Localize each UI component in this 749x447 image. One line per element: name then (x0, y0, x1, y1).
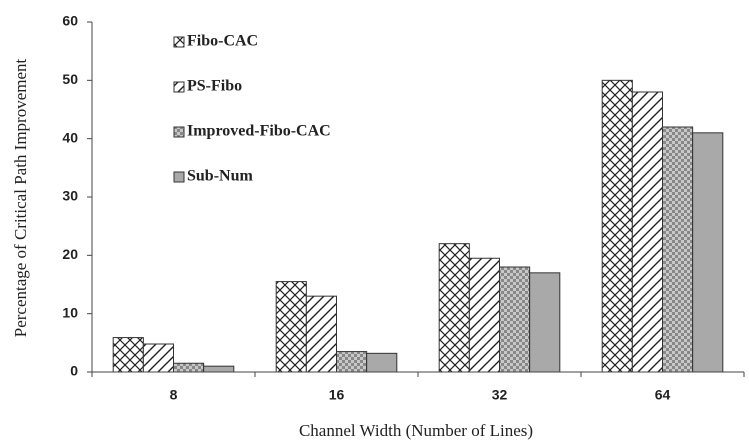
x-tick-label: 16 (329, 387, 345, 403)
bar (203, 365, 235, 373)
bar (662, 126, 694, 373)
bar (275, 281, 307, 373)
bar (366, 352, 398, 373)
x-axis-label: Channel Width (Number of Lines) (299, 421, 533, 440)
bar (529, 272, 561, 373)
bar (142, 343, 175, 373)
legend-label: PS-Fibo (187, 78, 242, 95)
y-tick-label: 50 (62, 71, 78, 87)
y-tick-label: 20 (62, 246, 78, 262)
bar (601, 79, 633, 373)
x-tick-label: 64 (655, 387, 671, 403)
legend-label: Improved-Fibo-CAC (187, 123, 331, 140)
legend-swatch (173, 126, 185, 138)
bar (499, 266, 531, 373)
legend-swatch (173, 36, 185, 48)
legend-swatch (173, 81, 185, 93)
y-tick-label: 40 (62, 129, 78, 145)
bar (305, 295, 338, 373)
bar (336, 351, 368, 373)
bar (112, 337, 144, 373)
y-tick-label: 0 (70, 363, 78, 379)
bar (438, 243, 470, 373)
y-tick-label: 30 (62, 188, 78, 204)
x-tick-label: 32 (492, 387, 508, 403)
x-tick-label: 8 (170, 387, 178, 403)
bar (692, 132, 724, 373)
legend-swatch (173, 171, 185, 183)
y-axis-label: Percentage of Critical Path Improvement (11, 58, 30, 337)
bar (631, 91, 663, 373)
legend-label: Sub-Num (187, 168, 253, 185)
y-tick-label: 10 (62, 304, 78, 320)
y-tick-label: 60 (62, 13, 78, 29)
bar (468, 257, 501, 373)
legend-label: Fibo-CAC (187, 33, 258, 50)
bar (173, 362, 205, 373)
